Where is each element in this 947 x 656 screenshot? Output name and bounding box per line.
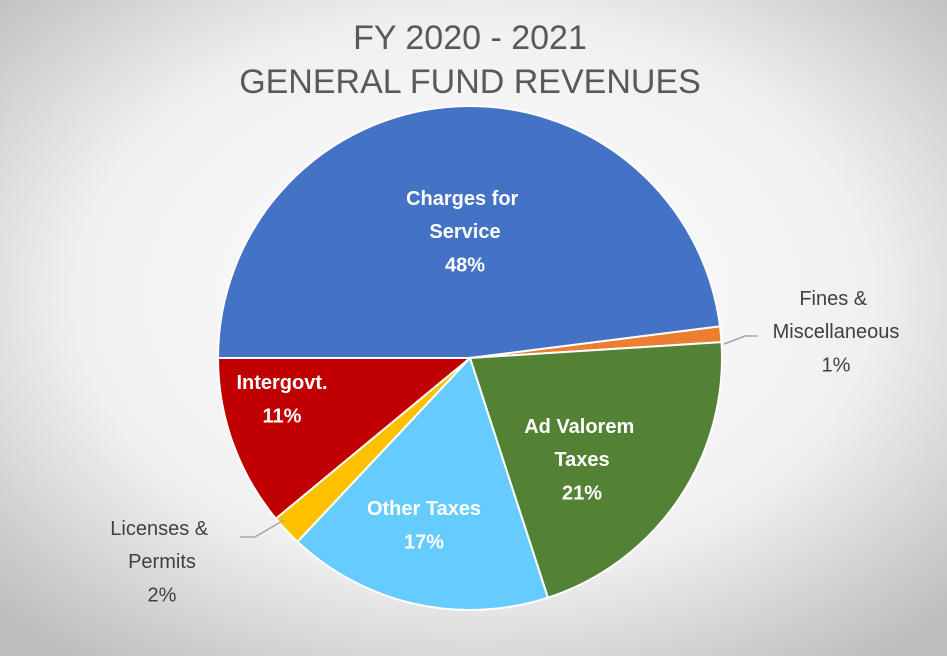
label-line: Intergovt. <box>236 372 327 394</box>
label-line: Charges for <box>406 188 524 210</box>
label-line: Ad Valorem <box>524 416 640 438</box>
slice-label: Charges for Service <box>406 188 524 243</box>
pie-slice <box>296 356 550 611</box>
label-line: Service <box>429 221 500 243</box>
slice-label: Ad Valorem Taxes <box>524 416 640 471</box>
label-line: Licenses & <box>110 518 213 540</box>
value-label: 48% <box>445 254 485 276</box>
leader-line <box>723 335 758 345</box>
value-label: 17% <box>404 531 444 553</box>
labels: Charges for Service 48% Fines & Miscellane… <box>110 188 899 606</box>
slice-label: Intergovt. <box>236 372 327 394</box>
label-line: Taxes <box>554 449 609 471</box>
chart-title: FY 2020 - 2021 <box>353 19 587 57</box>
value-label: 1% <box>822 354 851 376</box>
pie-slice <box>468 341 723 599</box>
pie-slice <box>216 357 473 521</box>
slice-label: Fines & Miscellaneous <box>773 288 900 343</box>
value-label: 2% <box>148 584 177 606</box>
slice-label: Licenses & Permits <box>110 518 213 573</box>
pie-slice <box>216 105 722 359</box>
slice-label: Other Taxes <box>367 498 481 520</box>
label-line: Fines & <box>799 288 872 310</box>
pie <box>216 105 723 611</box>
value-label: 21% <box>562 482 602 504</box>
value-label: 11% <box>263 405 302 427</box>
label-line: Other Taxes <box>367 498 481 520</box>
label-line: Miscellaneous <box>773 321 900 343</box>
chart-title: GENERAL FUND REVENUES <box>239 63 701 101</box>
label-line: Permits <box>128 551 196 573</box>
leader-line <box>240 519 285 538</box>
